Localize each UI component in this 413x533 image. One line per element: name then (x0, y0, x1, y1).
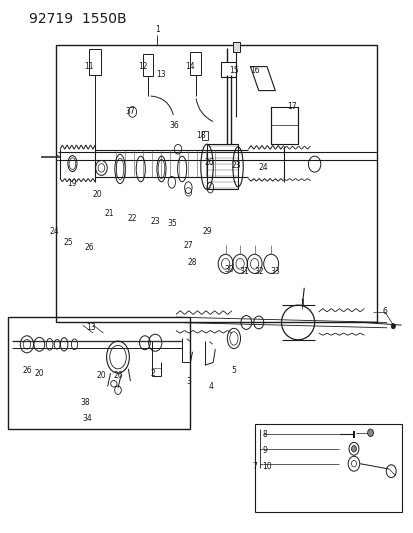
Bar (221, 62, 235, 77)
Text: 27: 27 (183, 241, 193, 249)
Text: 23: 23 (150, 217, 160, 225)
Bar (142, 54, 153, 76)
Text: 14: 14 (185, 62, 195, 71)
Text: 18: 18 (196, 132, 205, 140)
Text: 24: 24 (257, 164, 267, 172)
Text: 37: 37 (125, 108, 135, 116)
Text: 28: 28 (188, 258, 197, 266)
Text: 33: 33 (270, 268, 280, 276)
Text: 13: 13 (86, 324, 96, 332)
Text: 12: 12 (138, 62, 147, 71)
Text: 35: 35 (166, 220, 176, 228)
Text: 3: 3 (185, 377, 190, 385)
Text: 21: 21 (105, 209, 114, 217)
Text: 8: 8 (262, 430, 267, 439)
Bar (206, 144, 237, 189)
Text: 16: 16 (249, 66, 259, 75)
Bar (254, 424, 401, 512)
Text: 26: 26 (84, 244, 94, 252)
Bar (8, 317, 190, 429)
Circle shape (367, 429, 373, 437)
Text: 11: 11 (84, 62, 93, 71)
Text: 2: 2 (150, 369, 155, 377)
Text: 19: 19 (67, 180, 77, 188)
Text: 23: 23 (230, 161, 240, 169)
Text: 5: 5 (231, 366, 236, 375)
Text: 4: 4 (208, 382, 213, 391)
Text: 92719  1550B: 92719 1550B (29, 12, 126, 26)
Text: 1: 1 (154, 25, 159, 34)
Text: 20: 20 (92, 190, 102, 199)
Text: 10: 10 (261, 462, 271, 471)
Text: 29: 29 (202, 228, 211, 236)
Text: 26: 26 (204, 158, 214, 167)
Text: 20: 20 (34, 369, 44, 377)
Text: 22: 22 (128, 214, 137, 223)
Text: 6: 6 (382, 308, 387, 316)
Bar (232, 42, 240, 52)
Text: 25: 25 (63, 238, 73, 247)
Text: 36: 36 (169, 121, 178, 130)
Text: 24: 24 (49, 228, 59, 236)
Text: 32: 32 (253, 268, 263, 276)
Bar (190, 52, 200, 75)
Text: 20: 20 (96, 372, 106, 380)
Text: 26: 26 (22, 366, 32, 375)
Text: 26: 26 (113, 372, 123, 380)
Text: 9: 9 (262, 446, 267, 455)
Text: 15: 15 (228, 66, 238, 75)
Circle shape (390, 324, 394, 329)
Bar (89, 49, 100, 75)
Circle shape (351, 446, 356, 452)
Text: 31: 31 (239, 268, 249, 276)
Text: 1: 1 (299, 300, 304, 308)
Text: 7: 7 (252, 462, 256, 471)
Text: 17: 17 (286, 102, 296, 111)
Text: 30: 30 (224, 265, 234, 273)
Bar (201, 131, 208, 140)
Bar (56, 45, 376, 322)
Text: 13: 13 (156, 70, 166, 79)
Text: 34: 34 (82, 414, 92, 423)
Text: 38: 38 (80, 398, 90, 407)
